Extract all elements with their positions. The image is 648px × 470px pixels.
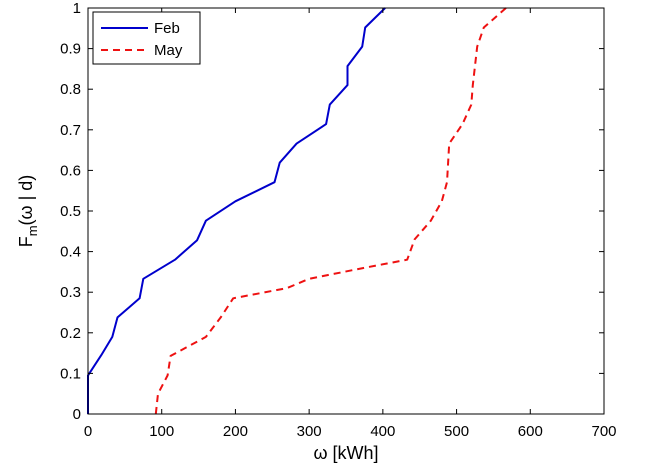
x-axis-label: ω [kWh]	[313, 443, 378, 463]
series-line-may	[154, 7, 507, 415]
y-axis: 0 0.1 0.2 0.3 0.4 0.5 0.6 0.7 0.8 0.9 1	[60, 0, 604, 423]
x-tick-label-400: 400	[370, 423, 395, 440]
x-axis: 0 100 200 300 400 500 600 700	[84, 8, 617, 440]
plot-frame	[87, 7, 605, 415]
x-tick-label-500: 500	[444, 423, 469, 440]
y-tick-label-0.1: 0.1	[60, 365, 81, 382]
y-label-main: F	[16, 236, 36, 247]
y-tick-label-0.2: 0.2	[60, 325, 81, 342]
legend-label-may: May	[154, 42, 183, 59]
y-axis-label: Fm(ω | d)	[16, 175, 40, 248]
y-tick-label-0.9: 0.9	[60, 41, 81, 58]
x-tick-label-200: 200	[223, 423, 248, 440]
y-tick-label-0.4: 0.4	[60, 244, 81, 261]
y-tick-label-0: 0	[73, 406, 81, 423]
y-tick-label-0.8: 0.8	[60, 81, 81, 98]
y-label-subscript: m	[25, 225, 40, 236]
x-tick-label-600: 600	[518, 423, 543, 440]
series-line-feb	[87, 7, 386, 414]
legend: Feb May	[92, 11, 201, 65]
series-layer	[87, 7, 507, 415]
legend-label-feb: Feb	[154, 20, 180, 37]
x-tick-label-300: 300	[297, 423, 322, 440]
y-tick-label-0.7: 0.7	[60, 122, 81, 139]
y-tick-label-1: 1	[73, 0, 81, 17]
x-tick-label-100: 100	[149, 423, 174, 440]
y-tick-label-0.6: 0.6	[60, 162, 81, 179]
x-tick-label-700: 700	[591, 423, 616, 440]
legend-box	[92, 11, 201, 65]
x-tick-label-0: 0	[84, 423, 92, 440]
y-tick-label-0.3: 0.3	[60, 284, 81, 301]
y-tick-label-0.5: 0.5	[60, 203, 81, 220]
y-label-rest: (ω | d)	[16, 175, 36, 226]
